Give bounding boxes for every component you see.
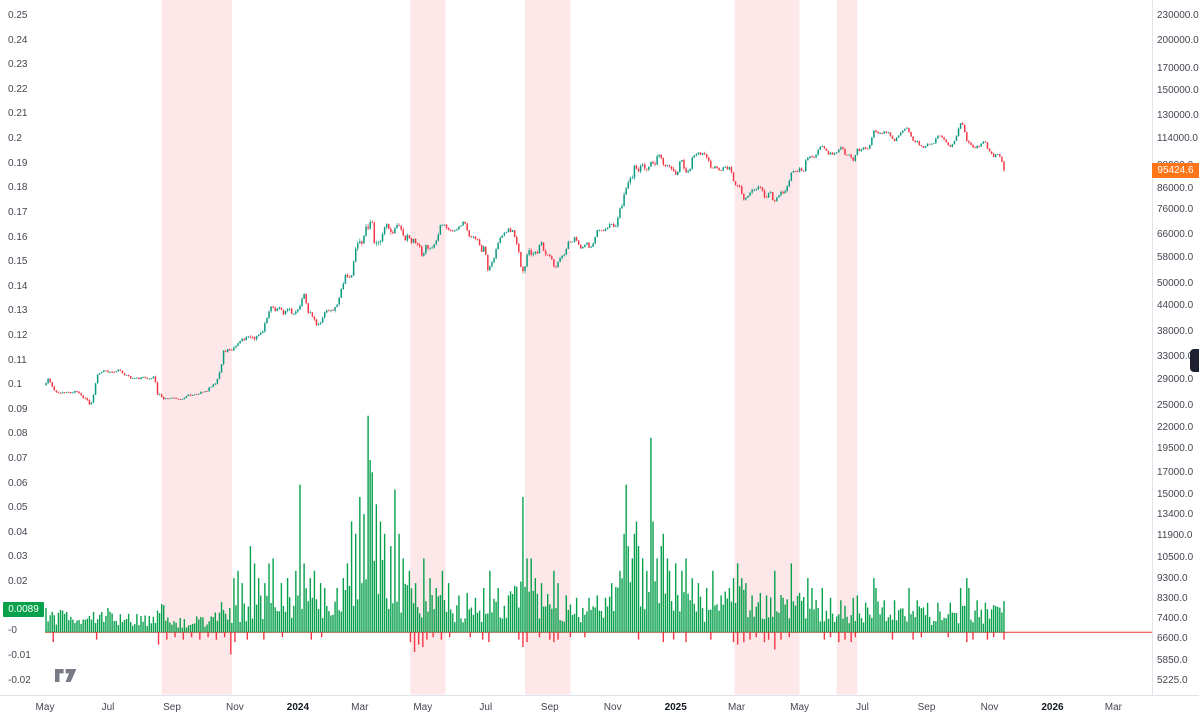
price-axis-tick: 200000.0 (1157, 34, 1199, 46)
highlight-bands-group (161, 0, 858, 695)
indicator-axis-tick: 0.2 (8, 133, 22, 145)
price-axis-tick: 130000.0 (1157, 110, 1199, 122)
indicator-value-axis[interactable]: 0.25 0.24 0.23 0.22 0.21 0.2 0.19 0.18 0.17 0.16 0… (0, 0, 45, 695)
tradingview-logo-icon (55, 669, 77, 682)
time-axis-tick: Sep (917, 702, 936, 713)
indicator-axis-tick: 0.21 (8, 108, 28, 120)
indicator-axis-tick: 0.23 (8, 59, 28, 71)
time-axis-tick: Jul (479, 702, 493, 713)
indicator-axis-tick: 0.03 (8, 551, 28, 563)
time-axis-tick: May (413, 702, 433, 713)
indicator-axis-tick: 0.08 (8, 428, 28, 440)
price-axis-tick: 15000.0 (1157, 489, 1194, 501)
price-axis-tick: 22000.0 (1157, 422, 1194, 434)
price-axis-tick: 33000.0 (1157, 350, 1194, 362)
price-axis-tick: 5225.0 (1157, 674, 1188, 686)
indicator-axis-tick: 0.14 (8, 280, 28, 292)
time-axis-tick: Jul (101, 702, 115, 713)
last-price-label: 95424.6 (1152, 163, 1199, 178)
indicator-axis-tick: 0.07 (8, 453, 28, 464)
time-axis-tick: 2025 (664, 702, 687, 713)
time-axis-tick: Jul (856, 702, 869, 713)
price-axis-tick: 10500.0 (1157, 551, 1194, 563)
price-axis-tick: 114000.0 (1157, 133, 1198, 145)
time-axis-tick: Sep (163, 702, 181, 713)
right-panel-handle[interactable] (1190, 349, 1199, 372)
indicator-axis-tick: 0.15 (8, 256, 28, 268)
indicator-axis-tick: 0.02 (8, 576, 28, 588)
price-axis-tick: 58000.0 (1157, 251, 1194, 263)
price-axis-tick: 230000.0 (1157, 10, 1199, 21)
last-indicator-value-label: 0.0089 (3, 601, 44, 617)
indicator-axis-tick: 0.1 (8, 379, 22, 391)
price-axis-tick: 44000.0 (1157, 300, 1194, 312)
time-axis-tick: Mar (351, 702, 369, 713)
indicator-axis-tick: 0.04 (8, 526, 28, 538)
price-axis-tick: 29000.0 (1157, 373, 1194, 385)
indicator-axis-tick: 0.13 (8, 305, 28, 317)
price-axis-tick: 50000.0 (1157, 277, 1194, 289)
price-axis-tick: 86000.0 (1157, 182, 1194, 194)
price-axis-tick: 8300.0 (1157, 593, 1188, 605)
time-axis-tick: May (35, 702, 55, 713)
price-axis-tick: 5850.0 (1157, 654, 1188, 666)
time-axis-tick: 2026 (1041, 702, 1064, 713)
indicator-axis-tick: 0.12 (8, 329, 28, 341)
indicator-axis-tick: 0.19 (8, 157, 28, 169)
time-axis-tick: May (790, 702, 810, 713)
indicator-axis-tick: 0.09 (8, 403, 28, 415)
price-axis-tick: 170000.0 (1157, 63, 1199, 75)
price-axis-tick: 17000.0 (1157, 467, 1194, 479)
price-axis-tick: 150000.0 (1157, 85, 1199, 97)
time-axis-tick: Sep (540, 702, 559, 713)
candlestick-series-group (45, 121, 1005, 406)
time-axis-tick: Nov (980, 702, 999, 713)
price-axis-tick: 38000.0 (1157, 326, 1194, 338)
time-axis-tick: Nov (225, 702, 244, 713)
price-axis[interactable]: 230000.0 200000.0 170000.0 150000.0 130000.0… (1152, 0, 1199, 695)
time-axis-tick: Mar (1104, 702, 1123, 713)
indicator-axis-tick: 0.06 (8, 477, 28, 489)
indicator-axis-tick: 0.24 (8, 34, 28, 46)
indicator-axis-tick: 0.05 (8, 502, 28, 514)
price-axis-tick: 19500.0 (1157, 443, 1194, 455)
price-axis-tick: 9300.0 (1157, 573, 1188, 585)
indicator-histogram-group (45, 415, 1005, 655)
indicator-axis-tick: 0.25 (8, 10, 28, 21)
indicator-axis-tick: 0.18 (8, 182, 28, 194)
price-axis-tick: 25000.0 (1157, 399, 1194, 411)
indicator-axis-tick: 0.17 (8, 206, 28, 218)
tradingview-logo[interactable] (55, 668, 81, 686)
price-axis-tick: 6600.0 (1157, 633, 1188, 645)
indicator-axis-tick: -0.02 (8, 674, 31, 686)
indicator-axis-tick: 0.11 (8, 354, 27, 366)
price-axis-tick: 7400.0 (1157, 613, 1188, 625)
price-axis-tick: 76000.0 (1157, 204, 1194, 216)
price-axis-tick: 13400.0 (1157, 509, 1194, 521)
time-axis-tick: 2024 (286, 702, 310, 713)
indicator-axis-tick: 0.22 (8, 83, 28, 95)
price-axis-tick: 11900.0 (1157, 529, 1193, 541)
indicator-axis-tick: 0.16 (8, 231, 28, 243)
time-axis-tick: Nov (603, 702, 622, 713)
indicator-axis-tick: -0.01 (8, 649, 31, 661)
time-axis-tick: Mar (727, 702, 746, 713)
time-axis[interactable]: May Jul Sep Nov 2024 Mar May Jul Sep Nov 2025 Mar Ma… (0, 695, 1199, 721)
indicator-axis-tick: -0 (8, 625, 17, 637)
price-axis-tick: 66000.0 (1157, 229, 1194, 241)
